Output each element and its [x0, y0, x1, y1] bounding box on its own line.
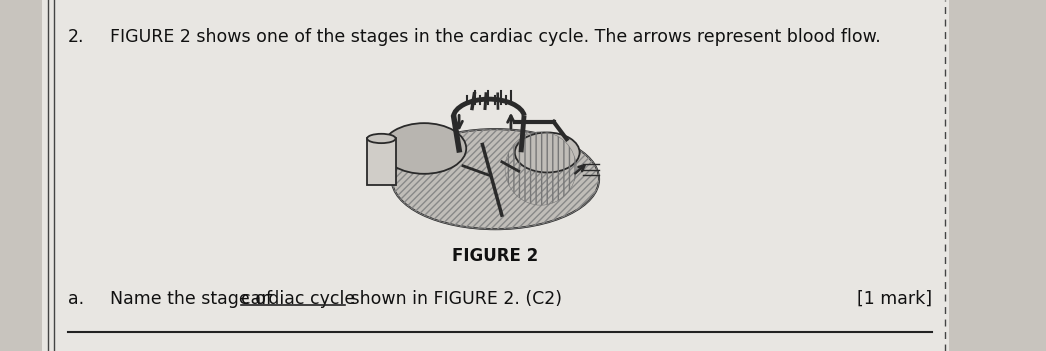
Text: a.: a. [68, 290, 84, 307]
Bar [367, 138, 395, 185]
Text: 2.: 2. [68, 28, 85, 46]
Text: Name the stage of: Name the stage of [110, 290, 277, 307]
Text: FIGURE 2: FIGURE 2 [452, 247, 539, 265]
Text: FIGURE 2 shows one of the stages in the cardiac cycle. The arrows represent bloo: FIGURE 2 shows one of the stages in the … [110, 28, 881, 46]
Ellipse shape [391, 129, 599, 229]
Text: cardiac cycle: cardiac cycle [242, 290, 356, 307]
Text: [1 mark]: [1 mark] [857, 290, 932, 307]
Text: shown in FIGURE 2. (C2): shown in FIGURE 2. (C2) [345, 290, 562, 307]
Ellipse shape [367, 134, 395, 143]
Ellipse shape [515, 132, 579, 172]
Ellipse shape [382, 123, 467, 174]
